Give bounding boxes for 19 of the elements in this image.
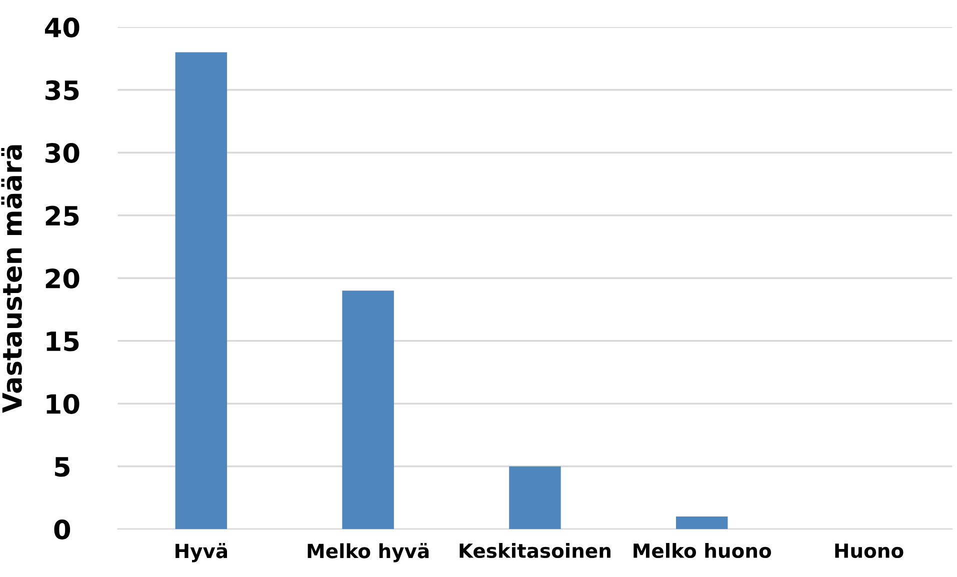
y-tick-label: 30 (46, 143, 80, 164)
x-tick-label: Keskitasoinen (460, 543, 610, 558)
y-tick-label: 10 (46, 394, 80, 414)
y-tick-label: 15 (46, 332, 79, 352)
bar (342, 290, 394, 530)
y-tick-label: 35 (46, 80, 79, 100)
y-tick-label: 25 (46, 206, 79, 226)
y-axis-title: Vastausten määrä (1, 145, 22, 413)
y-tick-label: 5 (55, 457, 70, 477)
bar (175, 52, 228, 530)
y-tick-label: 20 (46, 268, 80, 289)
y-tick-label: 40 (44, 18, 80, 38)
x-tick-label: Melko hyvä (308, 543, 429, 562)
bar (509, 466, 561, 530)
x-tick-label: Melko huono (634, 543, 772, 558)
x-tick-label: Huono (835, 544, 904, 558)
bar (676, 516, 728, 530)
x-tick-label: Hyvä (176, 543, 228, 562)
y-tick-label: 0 (54, 520, 70, 540)
